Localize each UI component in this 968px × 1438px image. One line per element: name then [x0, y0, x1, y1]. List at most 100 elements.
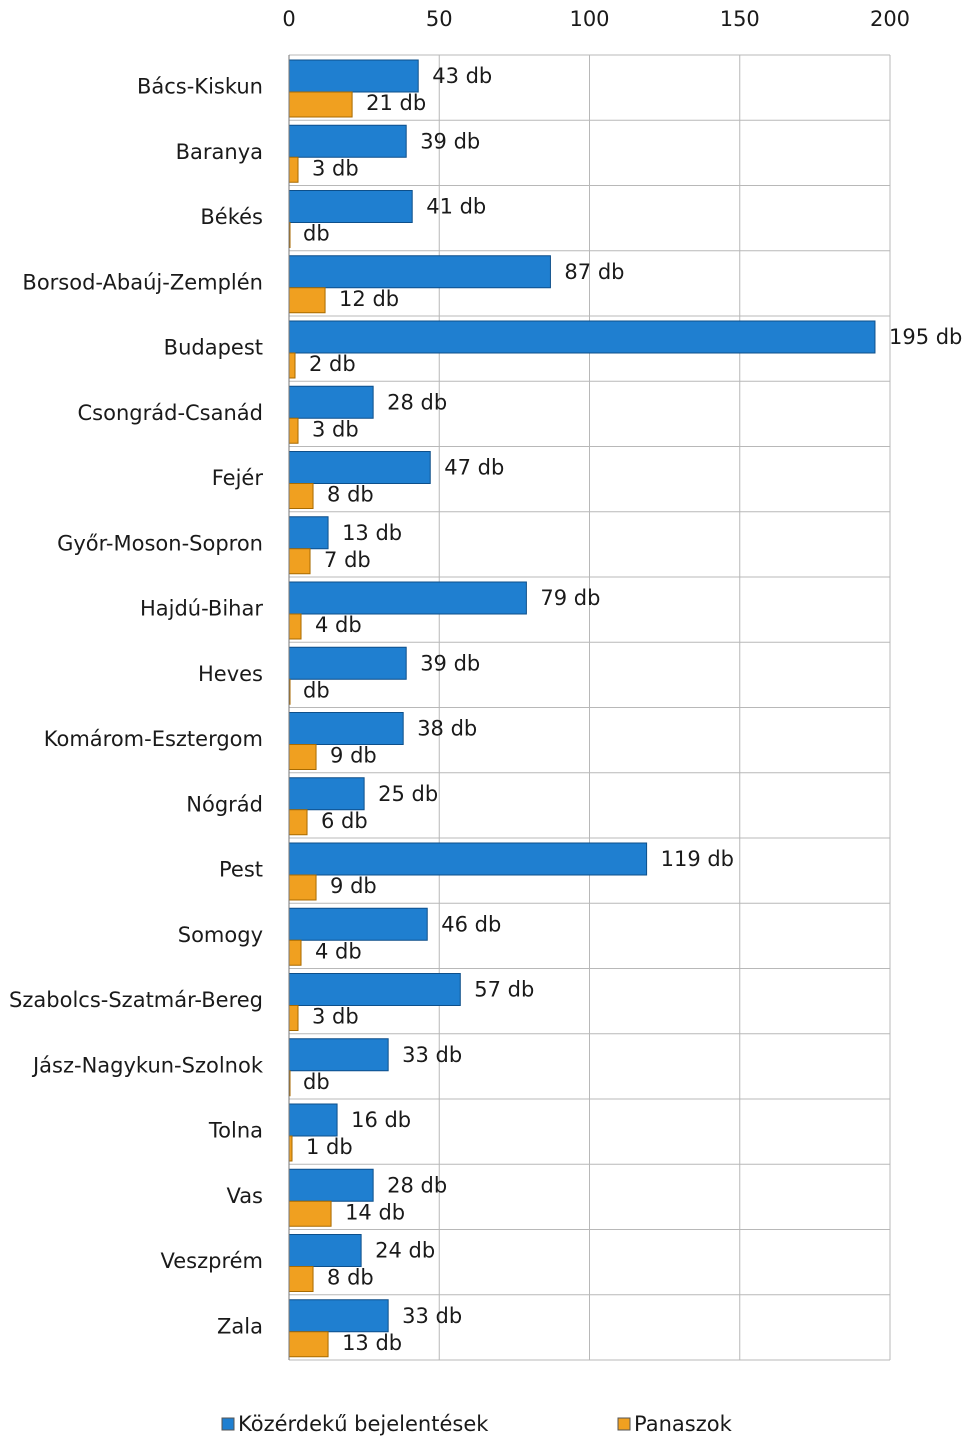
bar [288, 744, 317, 770]
value-label: 12 db [339, 287, 399, 311]
value-label: 39 db [420, 651, 480, 675]
category-label: Zala [217, 1314, 263, 1338]
value-label: db [303, 222, 330, 246]
bar [288, 385, 374, 419]
bar [288, 287, 326, 314]
x-tick-label: 50 [426, 7, 453, 31]
category-label: Veszprém [161, 1249, 264, 1273]
value-label: 25 db [378, 782, 438, 806]
value-label: 24 db [375, 1239, 435, 1263]
value-label: 46 db [441, 912, 501, 936]
bar [288, 777, 365, 811]
bar [288, 1266, 314, 1292]
category-label: Békés [200, 205, 263, 229]
category-label: Győr-Moson-Sopron [57, 531, 263, 555]
value-label: 9 db [330, 744, 377, 768]
bar [288, 973, 461, 1006]
value-label: 3 db [312, 156, 359, 180]
value-label: 43 db [432, 64, 492, 88]
value-label: 119 db [661, 847, 734, 871]
bar [288, 1331, 329, 1358]
value-label: 7 db [324, 548, 371, 572]
category-label: Csongrád-Csanád [78, 401, 263, 425]
bar [288, 1038, 389, 1072]
category-label: Fejér [212, 466, 264, 490]
bar [288, 1299, 389, 1333]
bar [288, 939, 302, 966]
value-label: 16 db [351, 1108, 411, 1132]
bar [288, 91, 353, 118]
bar [288, 613, 302, 640]
bar [288, 907, 428, 941]
category-label: Szabolcs-Szatmár-Bereg [9, 988, 263, 1012]
legend-label: Panaszok [634, 1412, 733, 1436]
value-label: 2 db [309, 352, 356, 376]
category-label: Komárom-Esztergom [44, 727, 263, 751]
category-label: Hajdú-Bihar [140, 597, 263, 621]
bar [288, 417, 299, 444]
x-tick-label: 0 [282, 7, 295, 31]
category-label: Jász-Nagykun-Szolnok [31, 1053, 264, 1077]
value-label: 9 db [330, 874, 377, 898]
bar [288, 1005, 299, 1031]
category-label: Borsod-Abaúj-Zemplén [22, 270, 263, 294]
value-label: 87 db [564, 260, 624, 284]
category-label: Bács-Kiskun [137, 75, 263, 99]
bar [288, 712, 404, 745]
bar [288, 190, 413, 223]
bar [288, 124, 407, 158]
bar [288, 59, 419, 93]
category-label: Nógrád [186, 792, 263, 816]
value-label: 33 db [402, 1304, 462, 1328]
value-label: 33 db [402, 1043, 462, 1067]
category-label: Vas [226, 1184, 263, 1208]
x-tick-label: 150 [720, 7, 760, 31]
value-label: db [303, 1070, 330, 1094]
bar [288, 352, 296, 379]
value-label: 28 db [387, 390, 447, 414]
value-label: 1 db [306, 1135, 353, 1159]
bar [288, 1200, 332, 1227]
bar [288, 451, 431, 484]
value-label: 3 db [312, 1005, 359, 1029]
bar [288, 809, 308, 836]
value-label: 47 db [444, 456, 504, 480]
legend-label: Közérdekű bejelentések [238, 1412, 489, 1436]
value-label: 8 db [327, 1266, 374, 1290]
bar [288, 646, 407, 680]
value-label: 13 db [342, 521, 402, 545]
bar [288, 1103, 338, 1137]
x-tick-label: 100 [569, 7, 609, 31]
value-label: 3 db [312, 417, 359, 441]
value-label: 39 db [420, 129, 480, 153]
bar [288, 842, 648, 876]
bar [288, 516, 329, 550]
x-tick-label: 200 [870, 7, 910, 31]
value-label: 38 db [417, 717, 477, 741]
category-label: Pest [219, 858, 263, 882]
value-label: 57 db [474, 978, 534, 1002]
category-label: Heves [198, 662, 263, 686]
bar [288, 1168, 374, 1202]
value-label: 13 db [342, 1331, 402, 1355]
value-label: 4 db [315, 613, 362, 637]
category-label: Baranya [176, 140, 263, 164]
bar [288, 548, 311, 575]
value-label: 4 db [315, 939, 362, 963]
value-label: 28 db [387, 1173, 447, 1197]
category-label: Tolna [208, 1119, 263, 1143]
value-label: 14 db [345, 1200, 405, 1224]
bar [288, 581, 527, 615]
value-label: 195 db [889, 325, 962, 349]
bar [288, 156, 299, 183]
legend-swatch [221, 1417, 235, 1431]
category-label: Budapest [164, 336, 263, 360]
bar [288, 1234, 362, 1267]
value-label: 21 db [366, 91, 426, 115]
value-label: 8 db [327, 483, 374, 507]
bar [288, 255, 551, 289]
value-label: 79 db [540, 586, 600, 610]
legend-swatch [617, 1417, 631, 1431]
value-label: db [303, 678, 330, 702]
